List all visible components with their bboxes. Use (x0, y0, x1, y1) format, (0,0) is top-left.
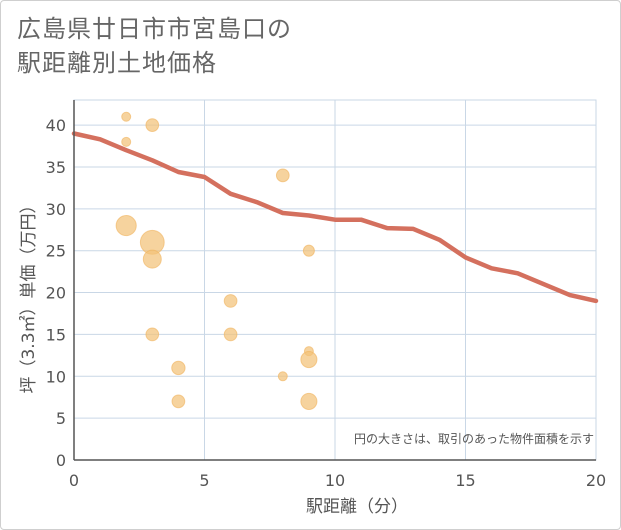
bubble-point (145, 118, 160, 132)
x-axis-label: 駅距離（分） (306, 497, 408, 517)
y-axis-label: 坪（3.3㎡）単価（万円） (19, 196, 39, 393)
y-tick-label: 10 (46, 367, 66, 386)
y-tick-label: 30 (46, 200, 66, 219)
y-tick-label: 0 (56, 451, 66, 470)
bubble-point (171, 394, 186, 409)
axes (73, 100, 596, 461)
bubble-series (115, 111, 318, 410)
chart-title-line1: 広島県廿日市市宮島口の (17, 15, 292, 43)
bubble-point (300, 392, 318, 410)
bubble-point (223, 327, 238, 342)
x-tick-label: 10 (325, 471, 345, 490)
x-tick-label: 20 (586, 471, 606, 490)
x-tick-label: 0 (69, 471, 79, 490)
chart-title-line2: 駅距離別土地価格 (17, 49, 217, 77)
y-tick-label: 15 (46, 325, 66, 344)
grid-lines (73, 99, 597, 461)
x-tick-label: 5 (199, 471, 209, 490)
bubble-point (121, 136, 132, 147)
chart-title: 広島県廿日市市宮島口の 駅距離別土地価格 (17, 12, 292, 80)
bubble-point (300, 350, 318, 369)
bubble-point (302, 244, 315, 257)
bubble-point (223, 294, 238, 308)
y-tick-label: 25 (46, 242, 66, 261)
bubble-point (277, 371, 288, 382)
bubble-point (142, 249, 162, 269)
y-tick-label: 35 (46, 158, 66, 177)
bubble-point (275, 168, 290, 183)
y-tick-label: 5 (56, 409, 66, 428)
bubble-size-note: 円の大きさは、取引のあった物件面積を示す (354, 431, 594, 446)
bubble-point (121, 111, 132, 122)
trend-line-group (71, 131, 599, 304)
x-tick-label: 15 (455, 471, 475, 490)
y-tick-label: 40 (46, 116, 66, 135)
tick-labels: 0 5 10 15 20 0 5 10 15 20 25 30 35 40 (46, 116, 607, 490)
bubble-point (115, 215, 137, 237)
trend-line (71, 131, 599, 304)
bubble-point (145, 327, 160, 342)
bubble-point (171, 360, 186, 376)
y-tick-label: 20 (46, 284, 66, 303)
